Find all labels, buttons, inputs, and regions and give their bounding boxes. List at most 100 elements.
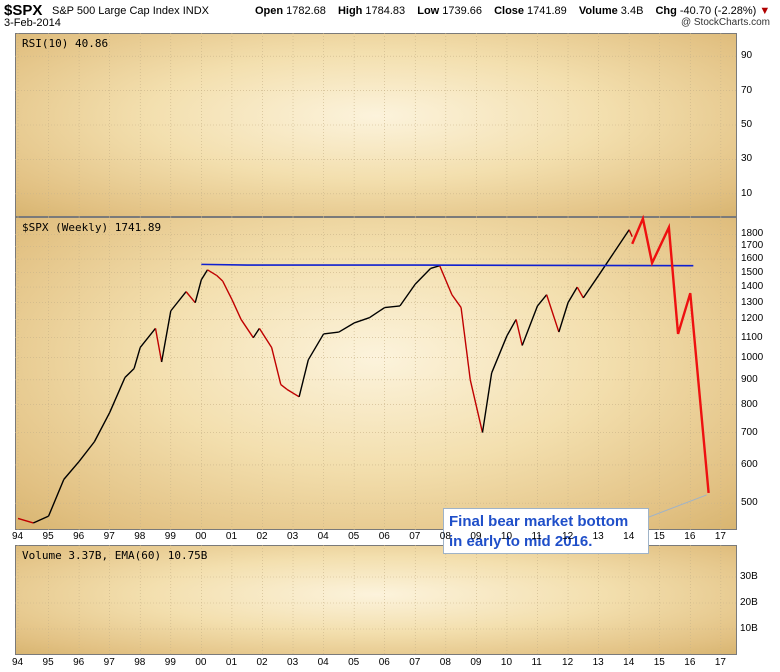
price-segment	[469, 379, 484, 433]
price-tick-label: 1100	[741, 331, 763, 343]
price-segment	[545, 294, 560, 333]
x-tick-label: 01	[225, 531, 238, 542]
price-segment	[286, 388, 300, 398]
price-segment	[491, 335, 508, 374]
x-tick-label: 96	[73, 531, 85, 542]
rsi-tick-label: 10	[741, 187, 753, 199]
price-segment	[536, 294, 548, 307]
x-tick-label: 02	[256, 657, 268, 668]
callout-box: Final bear market bottom in early to mid…	[443, 508, 649, 554]
x-tick-label: 12	[562, 657, 574, 668]
price-segment	[17, 517, 34, 524]
rsi-label: RSI(10) 40.86	[22, 37, 109, 50]
volume-label: Volume 3.37B, EMA(60) 10.75B	[22, 549, 208, 562]
x-tick-label: 07	[409, 657, 421, 668]
price-segment	[298, 359, 309, 397]
price-segment	[369, 306, 386, 319]
price-tick-label: 500	[741, 497, 758, 509]
x-tick-label: 12	[562, 531, 574, 542]
price-segment	[133, 347, 141, 369]
price-tick-label: 1000	[741, 351, 764, 363]
x-tick-label: 95	[42, 531, 54, 542]
x-tick-label: 96	[73, 657, 85, 668]
x-tick-label: 03	[287, 531, 299, 542]
x-tick-label: 00	[195, 657, 207, 668]
price-segment	[154, 328, 163, 363]
price-segment	[252, 327, 260, 339]
x-tick-label: 17	[714, 531, 726, 542]
x-tick-label: 06	[378, 657, 390, 668]
x-tick-label: 15	[653, 531, 665, 542]
price-segment	[222, 280, 233, 300]
projection-line	[631, 214, 710, 494]
x-tick-label: 17	[714, 657, 726, 668]
price-segment	[207, 269, 217, 277]
price-segment	[515, 319, 523, 346]
price-tick-label: 1600	[741, 253, 764, 265]
chart-date: 3-Feb-2014	[4, 17, 61, 29]
volume-tick-label: 20B	[740, 597, 758, 608]
x-tick-label: 05	[348, 531, 360, 542]
chg-label: Chg	[655, 5, 677, 17]
header-row-2: 3-Feb-2014 @ StockCharts.com	[0, 17, 780, 31]
x-tick-label: 06	[378, 531, 390, 542]
price-tick-label: 1500	[741, 266, 764, 278]
x-tick-label: 08	[439, 531, 451, 542]
x-tick-label: 14	[623, 531, 635, 542]
volume-value: 3.4B	[620, 5, 644, 17]
x-tick-label: 14	[623, 657, 635, 668]
high-label: High	[337, 5, 363, 17]
x-tick-label: 00	[195, 531, 207, 542]
price-segment	[384, 305, 401, 309]
symbol: $SPX	[4, 2, 43, 19]
close-label: Close	[494, 5, 525, 17]
x-tick-label: 03	[287, 657, 299, 668]
exchange: INDX	[182, 5, 209, 17]
rsi-tick-label: 50	[741, 119, 753, 130]
rsi-tick-label: 30	[741, 153, 753, 165]
x-tick-label: 11	[531, 531, 542, 542]
price-tick-label: 1300	[741, 296, 764, 308]
price-tick-label: 600	[741, 458, 758, 470]
price-segment	[160, 310, 172, 363]
price-tick-label: 1800	[741, 228, 764, 240]
price-tick-label: 900	[741, 373, 758, 385]
x-tick-label: 04	[317, 531, 329, 542]
index-name: S&P 500 Large Cap Index	[52, 5, 180, 17]
callout-line-1: Final bear market bottom	[449, 513, 629, 530]
price-segment	[258, 327, 273, 348]
price-panel: $SPX (Weekly) 1741.89	[15, 217, 737, 530]
volume-tick-label: 10B	[740, 623, 758, 634]
x-tick-label: 04	[317, 657, 329, 668]
x-tick-label: 11	[531, 657, 542, 668]
price-tick-label: 800	[741, 398, 758, 410]
price-segment	[109, 377, 126, 413]
price-segment	[323, 331, 339, 335]
price-segment	[124, 367, 135, 378]
low-label: Low	[417, 5, 440, 17]
price-segment	[460, 307, 471, 380]
x-tick-label: 16	[684, 531, 696, 542]
price-segment	[576, 286, 584, 299]
price-segment	[628, 229, 633, 237]
rsi-tick-label: 90	[741, 50, 753, 62]
x-tick-label: 97	[103, 657, 115, 668]
x-tick-label: 08	[439, 657, 451, 668]
low-value: 1739.66	[442, 5, 482, 17]
price-segment	[582, 275, 600, 299]
price-segment	[78, 441, 95, 462]
x-tick-label: 09	[470, 531, 482, 542]
x-tick-label: 94	[12, 657, 24, 668]
quote-summary: Open 1782.68 High 1784.83 Low 1739.66 Close…	[255, 5, 770, 17]
price-segment	[231, 299, 242, 320]
price-segment	[216, 274, 224, 282]
price-segment	[414, 267, 432, 285]
price-segment	[598, 252, 615, 276]
price-label: $SPX (Weekly) 1741.89	[22, 221, 162, 234]
price-segment	[93, 412, 111, 443]
price-segment	[139, 327, 157, 348]
price-segment	[521, 305, 539, 346]
x-tick-label: 13	[592, 657, 604, 668]
price-tick-label: 1200	[741, 313, 764, 325]
